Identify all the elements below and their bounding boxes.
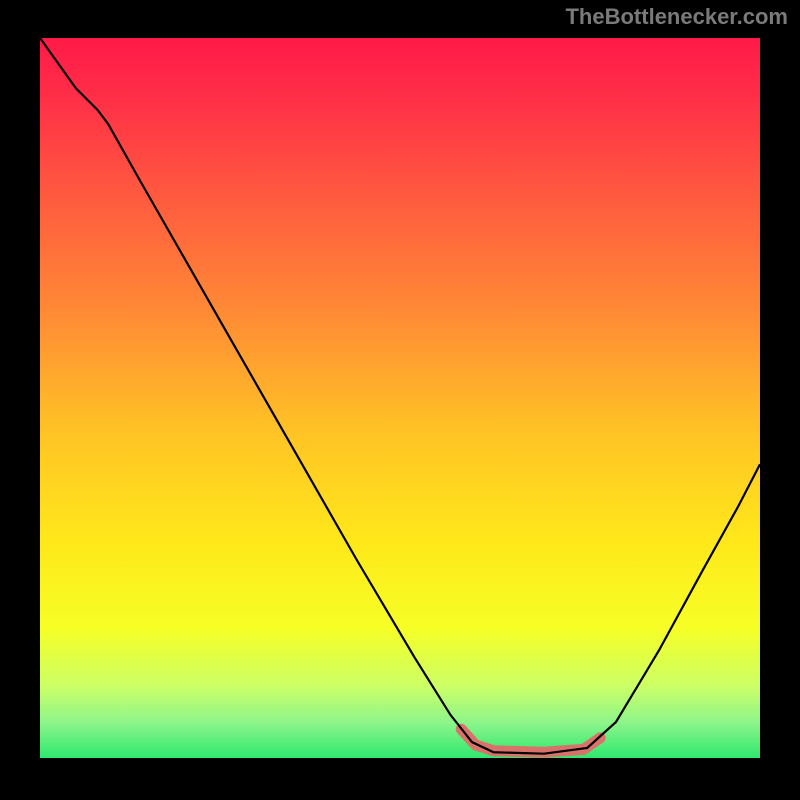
plot-area	[40, 38, 760, 758]
watermark-text: TheBottlenecker.com	[565, 4, 788, 30]
curve-main-path	[40, 38, 760, 754]
chart-svg	[40, 38, 760, 758]
